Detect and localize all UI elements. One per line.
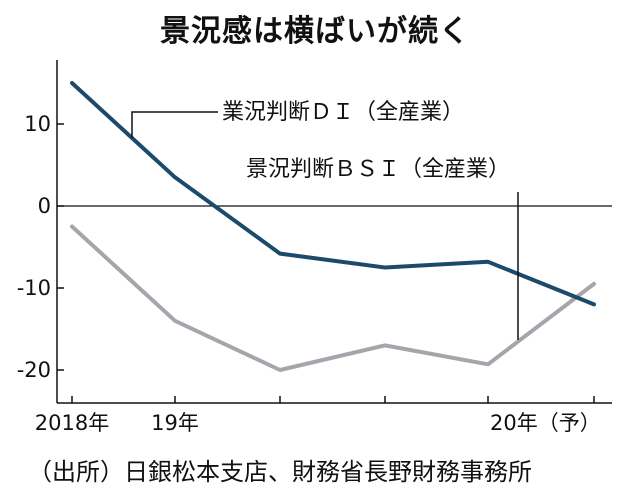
series-annotations: 業況判断ＤＩ（全産業） 景況判断ＢＳＩ（全産業） xyxy=(131,100,519,340)
y-tick-label: -20 xyxy=(17,358,51,382)
chart-axes: 10 0 -10 -20 2018年 19年 20年（予） xyxy=(17,60,612,435)
y-tick-label: 10 xyxy=(24,112,51,136)
x-tick-label: 20年（予） xyxy=(490,411,601,435)
x-tick-label: 19年 xyxy=(151,411,199,435)
y-tick-label: 0 xyxy=(38,194,51,218)
series-line-bsi xyxy=(70,224,596,372)
di-leader-line xyxy=(131,111,218,138)
source-note: （出所）日銀松本支店、財務省長野財務事務所 xyxy=(28,458,532,486)
series-lines xyxy=(70,81,596,372)
bsi-series-label: 景況判断ＢＳＩ（全産業） xyxy=(246,157,510,182)
x-tick-label: 2018年 xyxy=(35,411,109,435)
di-series-label: 業況判断ＤＩ（全産業） xyxy=(222,100,464,125)
y-tick-label: -10 xyxy=(17,276,51,300)
chart-title: 景況感は横ばいが続く xyxy=(160,14,470,49)
series-line-di xyxy=(70,81,596,307)
